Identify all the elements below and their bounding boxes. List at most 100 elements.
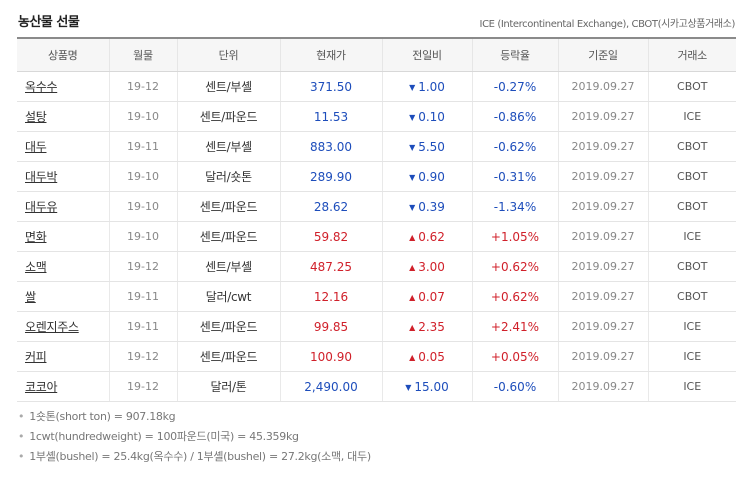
change-value: 3.00 bbox=[418, 259, 445, 274]
column-header: 월물 bbox=[108, 37, 177, 72]
change-value: 0.62 bbox=[418, 229, 445, 244]
exchange-cell: ICE bbox=[647, 221, 736, 252]
change-cell: ▲ 2.35 bbox=[381, 311, 472, 342]
change-value: 0.05 bbox=[418, 349, 445, 364]
change-cell: ▲ 0.05 bbox=[381, 341, 472, 372]
change-rate: +1.05% bbox=[471, 221, 558, 252]
change-rate: -0.27% bbox=[471, 71, 558, 102]
change-cell: ▼ 0.10 bbox=[381, 101, 472, 132]
exchange-cell: ICE bbox=[647, 371, 736, 402]
contract-month: 19-11 bbox=[108, 281, 177, 312]
exchange-cell: CBOT bbox=[647, 191, 736, 222]
change-rate: -0.86% bbox=[471, 101, 558, 132]
commodity-name-cell: 대두유 bbox=[17, 191, 109, 222]
commodity-link[interactable]: 설탕 bbox=[25, 110, 47, 124]
current-price: 883.00 bbox=[279, 131, 382, 162]
change-cell: ▼ 0.90 bbox=[381, 161, 472, 192]
column-header: 현재가 bbox=[279, 37, 382, 72]
change-value: 0.39 bbox=[418, 199, 445, 214]
change-cell: ▼ 1.00 bbox=[381, 71, 472, 102]
base-date: 2019.09.27 bbox=[557, 371, 648, 402]
table-row: 설탕 19-10 센트/파운드 11.53 ▼ 0.10 -0.86% 2019.09.27 I… bbox=[17, 101, 736, 132]
unit-cell: 센트/파운드 bbox=[176, 341, 280, 372]
table-row: 옥수수 19-12 센트/부셸 371.50 ▼ 1.00 -0.27% 2019.09.27… bbox=[17, 71, 736, 102]
unit-cell: 센트/파운드 bbox=[176, 101, 280, 132]
exchange-cell: CBOT bbox=[647, 161, 736, 192]
base-date: 2019.09.27 bbox=[557, 71, 648, 102]
column-header: 전일비 bbox=[381, 37, 472, 72]
base-date: 2019.09.27 bbox=[557, 101, 648, 132]
exchange-cell: ICE bbox=[647, 311, 736, 342]
source-caption: ICE (Intercontinental Exchange), CBOT(시카… bbox=[479, 19, 736, 30]
exchange-cell: ICE bbox=[647, 101, 736, 132]
change-rate: +2.41% bbox=[471, 311, 558, 342]
commodity-link[interactable]: 커피 bbox=[25, 350, 47, 364]
unit-notes: 1숏톤(short ton) = 907.18kg 1cwt(hundredwe… bbox=[18, 407, 371, 467]
base-date: 2019.09.27 bbox=[557, 251, 648, 282]
table-row: 대두박 19-10 달러/숏톤 289.90 ▼ 0.90 -0.31% 2019.09.27… bbox=[17, 161, 736, 192]
current-price: 28.62 bbox=[279, 191, 382, 222]
triangle-down-icon: ▼ bbox=[409, 82, 416, 92]
change-rate: -0.60% bbox=[471, 371, 558, 402]
table-row: 커피 19-12 센트/파운드 100.90 ▲ 0.05 +0.05% 2019.09.27… bbox=[17, 341, 736, 372]
triangle-down-icon: ▼ bbox=[409, 112, 416, 122]
commodity-link[interactable]: 오렌지주스 bbox=[25, 320, 79, 334]
commodity-link[interactable]: 대두 bbox=[25, 140, 47, 154]
commodity-link[interactable]: 대두박 bbox=[25, 170, 58, 184]
table-row: 대두유 19-10 센트/파운드 28.62 ▼ 0.39 -1.34% 2019.09.27… bbox=[17, 191, 736, 222]
triangle-down-icon: ▼ bbox=[409, 142, 416, 152]
contract-month: 19-11 bbox=[108, 311, 177, 342]
commodity-link[interactable]: 대두유 bbox=[25, 200, 58, 214]
table-body: 옥수수 19-12 센트/부셸 371.50 ▼ 1.00 -0.27% 2019.09.27… bbox=[17, 71, 736, 402]
change-value: 2.35 bbox=[418, 319, 445, 334]
exchange-cell: CBOT bbox=[647, 131, 736, 162]
current-price: 59.82 bbox=[279, 221, 382, 252]
exchange-cell: CBOT bbox=[647, 281, 736, 312]
contract-month: 19-12 bbox=[108, 71, 177, 102]
change-rate: -1.34% bbox=[471, 191, 558, 222]
unit-cell: 달러/숏톤 bbox=[176, 161, 280, 192]
current-price: 11.53 bbox=[279, 101, 382, 132]
contract-month: 19-12 bbox=[108, 341, 177, 372]
exchange-cell: ICE bbox=[647, 341, 736, 372]
contract-month: 19-10 bbox=[108, 161, 177, 192]
current-price: 100.90 bbox=[279, 341, 382, 372]
change-value: 1.00 bbox=[418, 79, 445, 94]
current-price: 371.50 bbox=[279, 71, 382, 102]
triangle-down-icon: ▼ bbox=[409, 172, 416, 182]
futures-table: 상품명 월물 단위 현재가 전일비 등락율 기준일 거래소 옥수수 19-12 센트… bbox=[17, 37, 736, 402]
table-row: 대두 19-11 센트/부셸 883.00 ▼ 5.50 -0.62% 2019.09.27 C… bbox=[17, 131, 736, 162]
base-date: 2019.09.27 bbox=[557, 191, 648, 222]
table-header-row: 상품명 월물 단위 현재가 전일비 등락율 기준일 거래소 bbox=[17, 37, 736, 72]
commodity-name-cell: 쌀 bbox=[17, 281, 109, 312]
change-value: 0.07 bbox=[418, 289, 445, 304]
commodity-link[interactable]: 면화 bbox=[25, 230, 47, 244]
column-header: 단위 bbox=[176, 37, 280, 72]
change-cell: ▲ 3.00 bbox=[381, 251, 472, 282]
commodity-link[interactable]: 쌀 bbox=[25, 290, 36, 304]
change-cell: ▲ 0.62 bbox=[381, 221, 472, 252]
change-rate: +0.05% bbox=[471, 341, 558, 372]
triangle-down-icon: ▼ bbox=[409, 202, 416, 212]
base-date: 2019.09.27 bbox=[557, 161, 648, 192]
current-price: 12.16 bbox=[279, 281, 382, 312]
change-rate: +0.62% bbox=[471, 251, 558, 282]
commodity-name-cell: 오렌지주스 bbox=[17, 311, 109, 342]
page-title: 농산물 선물 bbox=[18, 15, 80, 30]
commodity-link[interactable]: 옥수수 bbox=[25, 80, 58, 94]
note-item: 1숏톤(short ton) = 907.18kg bbox=[18, 407, 371, 427]
base-date: 2019.09.27 bbox=[557, 341, 648, 372]
column-header: 기준일 bbox=[557, 37, 648, 72]
exchange-cell: CBOT bbox=[647, 71, 736, 102]
table-row: 오렌지주스 19-11 센트/파운드 99.85 ▲ 2.35 +2.41% 2019.09.… bbox=[17, 311, 736, 342]
commodity-name-cell: 대두박 bbox=[17, 161, 109, 192]
change-value: 0.10 bbox=[418, 109, 445, 124]
commodity-link[interactable]: 소맥 bbox=[25, 260, 47, 274]
current-price: 99.85 bbox=[279, 311, 382, 342]
commodity-link[interactable]: 코코아 bbox=[25, 380, 58, 394]
unit-cell: 센트/부셸 bbox=[176, 131, 280, 162]
unit-cell: 센트/부셸 bbox=[176, 251, 280, 282]
commodity-name-cell: 커피 bbox=[17, 341, 109, 372]
note-item: 1cwt(hundredweight) = 100파운드(미국) = 45.35… bbox=[18, 427, 371, 447]
contract-month: 19-11 bbox=[108, 131, 177, 162]
